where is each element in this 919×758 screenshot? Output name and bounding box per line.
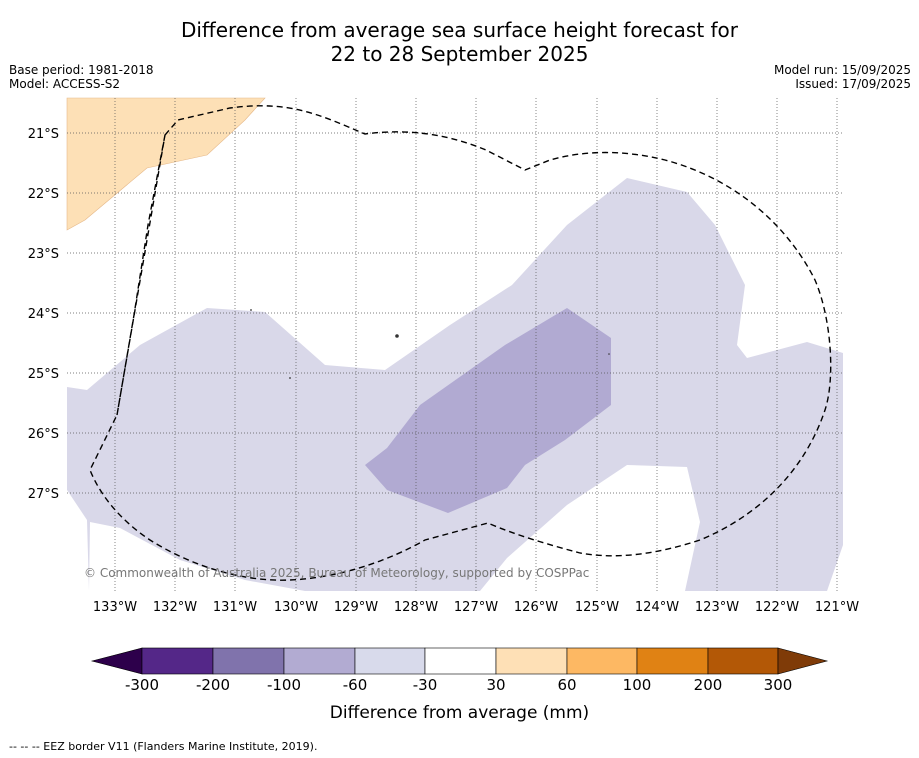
colorbar-segment — [424, 647, 497, 675]
colorbar-ticks: -300 -200 -100 -60 -30 30 60 100 200 300 — [0, 676, 919, 696]
lon-label: 125°W — [575, 600, 619, 615]
lon-label: 126°W — [514, 600, 558, 615]
colorbar-tick: -30 — [412, 676, 438, 694]
anomaly-region-negative-100-60 — [365, 308, 611, 513]
eez-border — [89, 105, 832, 581]
colorbar-segment — [141, 647, 214, 675]
model-run-text: Model run: 15/09/2025 — [773, 63, 911, 77]
lat-label: 27°S — [28, 487, 59, 502]
lon-label: 128°W — [394, 600, 438, 615]
chart-title: Difference from average sea surface heig… — [0, 18, 919, 66]
issued-text: Issued: 17/09/2025 — [795, 77, 911, 91]
colorbar-tick: -300 — [124, 676, 160, 694]
island-marker — [289, 377, 291, 379]
lon-label: 132°W — [153, 600, 197, 615]
colorbar-segment — [707, 647, 779, 675]
colorbar-tick: 30 — [486, 676, 506, 694]
lon-label: 129°W — [334, 600, 378, 615]
colorbar-segment — [566, 647, 638, 675]
colorbar-tick: 60 — [557, 676, 577, 694]
lon-label: 124°W — [635, 600, 679, 615]
title-line-1: Difference from average sea surface heig… — [180, 18, 739, 42]
lat-label: 24°S — [28, 307, 59, 322]
model-text: Model: ACCESS-S2 — [9, 77, 121, 91]
island-marker — [250, 309, 252, 311]
lon-label: 127°W — [454, 600, 498, 615]
colorbar-segment — [495, 647, 568, 675]
lon-label: 130°W — [274, 600, 318, 615]
lon-label: 133°W — [93, 600, 137, 615]
lat-label: 23°S — [28, 247, 59, 262]
colorbar-segment — [636, 647, 709, 675]
island-marker — [395, 334, 399, 338]
colorbar-tick: 100 — [622, 676, 652, 694]
colorbar-extend-high — [777, 647, 829, 675]
colorbar-tick: -100 — [266, 676, 302, 694]
lat-label: 21°S — [28, 127, 59, 142]
eez-legend: -- -- -- EEZ border V11 (Flanders Marine… — [9, 740, 318, 753]
colorbar-segment — [354, 647, 426, 675]
gridlines — [67, 98, 843, 591]
colorbar-tick: 200 — [693, 676, 723, 694]
colorbar-segment — [283, 647, 356, 675]
colorbar-tick: -60 — [342, 676, 368, 694]
lat-label: 25°S — [28, 367, 59, 382]
anomaly-fill-layer — [66, 97, 843, 591]
lat-label: 26°S — [28, 427, 59, 442]
colorbar — [90, 647, 829, 675]
island-marker — [608, 353, 610, 355]
lat-label: 22°S — [28, 187, 59, 202]
lon-label: 121°W — [815, 600, 859, 615]
colorbar-tick: -200 — [195, 676, 231, 694]
lon-label: 131°W — [213, 600, 257, 615]
copyright-text: © Commonwealth of Australia 2025, Bureau… — [84, 566, 589, 580]
lon-label: 122°W — [755, 600, 799, 615]
colorbar-extend-low — [90, 647, 143, 675]
meta-left: Base period: 1981-2018 Model: ACCESS-S2 — [9, 63, 154, 91]
colorbar-tick: 300 — [763, 676, 793, 694]
base-period-text: Base period: 1981-2018 — [9, 63, 154, 77]
anomaly-region-positive-30-60 — [66, 97, 266, 231]
meta-right: Model run: 15/09/2025 Issued: 17/09/2025 — [774, 63, 911, 91]
colorbar-label: Difference from average (mm) — [329, 703, 590, 723]
lon-label: 123°W — [695, 600, 739, 615]
title-line-2: 22 to 28 September 2025 — [330, 42, 589, 66]
colorbar-segment — [212, 647, 285, 675]
